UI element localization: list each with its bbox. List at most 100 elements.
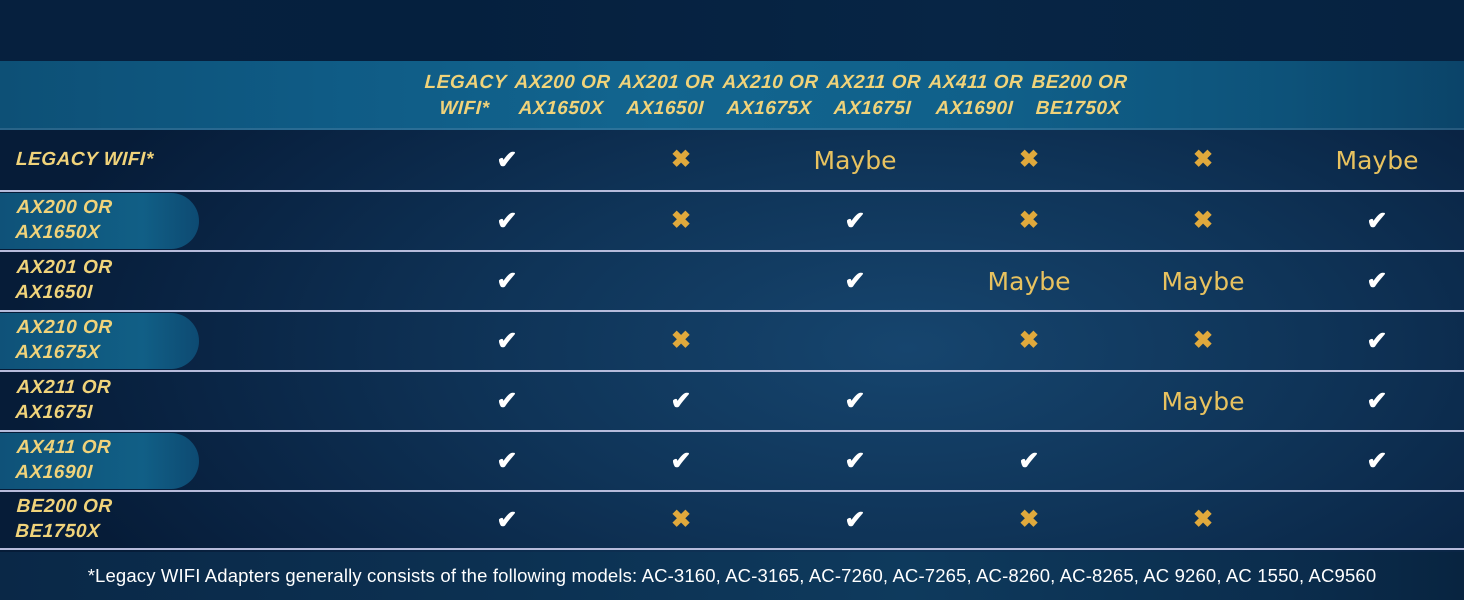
- row-header-cell: BE200 OR BE1750X: [0, 492, 420, 548]
- matrix-cell: Maybe: [1116, 252, 1290, 310]
- matrix-cell: ✖: [1116, 130, 1290, 190]
- matrix-cell: ✔: [768, 372, 942, 430]
- footnote-text: *Legacy WIFI Adapters generally consists…: [87, 565, 1377, 586]
- matrix-cell: ✔: [594, 432, 768, 490]
- table-row: BE200 OR BE1750X ✔ ✖ ✔ ✖ ✖: [0, 490, 1464, 550]
- check-icon: ✔: [496, 505, 518, 534]
- table-row: AX411 OR AX1690I ✔ ✔ ✔ ✔ ✔: [0, 430, 1464, 490]
- matrix-cell: ✔: [1290, 252, 1464, 310]
- matrix-cell: ✖: [594, 192, 768, 250]
- cross-icon: ✖: [1018, 506, 1040, 533]
- matrix-cell: ✔: [420, 312, 594, 370]
- matrix-cell: ✔: [420, 252, 594, 310]
- matrix-cell: ✔: [594, 372, 768, 430]
- matrix-cell: [594, 252, 768, 310]
- check-icon: ✔: [496, 326, 518, 355]
- table-body: LEGACY WIFI* ✔ ✖ Maybe ✖ ✖ Maybe AX200 OR AX165…: [0, 130, 1464, 550]
- table-row: AX200 OR AX1650X ✔ ✖ ✔ ✖ ✖ ✔: [0, 190, 1464, 250]
- row-header-label: AX200 OR AX1650X: [14, 197, 114, 243]
- maybe-label: Maybe: [813, 145, 897, 175]
- matrix-cell: ✔: [1290, 432, 1464, 490]
- check-icon: ✔: [1366, 446, 1388, 475]
- row-header-label: LEGACY WIFI*: [15, 148, 155, 170]
- matrix-cell: ✔: [420, 130, 594, 190]
- check-icon: ✔: [1018, 446, 1040, 475]
- check-icon: ✔: [844, 266, 866, 295]
- check-icon: ✔: [1366, 326, 1388, 355]
- matrix-cell: [1116, 432, 1290, 490]
- row-header-cell: AX411 OR AX1690I: [0, 432, 420, 490]
- matrix-cell: [768, 312, 942, 370]
- matrix-cell: ✔: [420, 432, 594, 490]
- matrix-cell: ✔: [1290, 312, 1464, 370]
- column-header: AX200 OR AX1650X: [514, 72, 612, 119]
- check-icon: ✔: [496, 446, 518, 475]
- check-icon: ✔: [496, 145, 518, 174]
- column-header: AX211 OR AX1675I: [825, 72, 922, 119]
- column-header: AX201 OR AX1650I: [618, 72, 716, 119]
- cross-icon: ✖: [670, 207, 692, 234]
- matrix-cell: ✖: [594, 312, 768, 370]
- row-header-label: AX411 OR AX1690I: [14, 437, 112, 483]
- maybe-label: Maybe: [1161, 386, 1245, 416]
- matrix-cell: ✔: [1290, 192, 1464, 250]
- row-header-cell: LEGACY WIFI*: [0, 130, 420, 190]
- matrix-cell: ✔: [420, 372, 594, 430]
- check-icon: ✔: [496, 206, 518, 235]
- cross-icon: ✖: [1018, 327, 1040, 354]
- matrix-cell: Maybe: [1116, 372, 1290, 430]
- matrix-cell: Maybe: [768, 130, 942, 190]
- maybe-label: Maybe: [1161, 266, 1245, 296]
- matrix-cell: ✔: [768, 432, 942, 490]
- row-header-label: AX210 OR AX1675X: [14, 317, 114, 363]
- table-corner-cell: [0, 61, 422, 130]
- row-header-cell: AX200 OR AX1650X: [0, 192, 420, 250]
- column-header: AX210 OR AX1675X: [722, 72, 820, 119]
- table-row: AX211 OR AX1675I ✔ ✔ ✔ Maybe ✔: [0, 370, 1464, 430]
- matrix-cell: ✖: [1116, 192, 1290, 250]
- cross-icon: ✖: [670, 327, 692, 354]
- check-icon: ✔: [844, 206, 866, 235]
- table-header-row: LEGACY WIFI* AX200 OR AX1650X AX201 OR AX1…: [0, 61, 1464, 130]
- row-header-cell: AX210 OR AX1675X: [0, 312, 420, 370]
- matrix-cell: ✖: [594, 492, 768, 548]
- matrix-cell: ✔: [768, 252, 942, 310]
- matrix-cell: [1290, 492, 1464, 548]
- column-header: LEGACY WIFI*: [424, 72, 508, 119]
- top-band: [0, 0, 1464, 61]
- cross-icon: ✖: [1192, 146, 1214, 173]
- cross-icon: ✖: [1192, 506, 1214, 533]
- table-row: AX201 OR AX1650I ✔ ✔ Maybe Maybe ✔: [0, 250, 1464, 310]
- row-header-label: BE200 OR BE1750X: [14, 496, 114, 542]
- check-icon: ✔: [1366, 386, 1388, 415]
- matrix-cell: ✖: [942, 130, 1116, 190]
- matrix-cell: [942, 372, 1116, 430]
- column-header: BE200 OR BE1750X: [1030, 72, 1128, 119]
- check-icon: ✔: [844, 386, 866, 415]
- maybe-label: Maybe: [1335, 145, 1419, 175]
- check-icon: ✔: [670, 386, 692, 415]
- matrix-cell: ✔: [420, 492, 594, 548]
- cross-icon: ✖: [1018, 146, 1040, 173]
- cross-icon: ✖: [1018, 207, 1040, 234]
- table-row: LEGACY WIFI* ✔ ✖ Maybe ✖ ✖ Maybe: [0, 130, 1464, 190]
- matrix-cell: ✔: [768, 492, 942, 548]
- matrix-cell: ✖: [942, 492, 1116, 548]
- column-header: AX411 OR AX1690I: [928, 72, 1024, 119]
- check-icon: ✔: [1366, 266, 1388, 295]
- matrix-cell: ✖: [942, 312, 1116, 370]
- maybe-label: Maybe: [987, 266, 1071, 296]
- row-header-cell: AX211 OR AX1675I: [0, 372, 420, 430]
- matrix-cell: ✔: [768, 192, 942, 250]
- cross-icon: ✖: [670, 506, 692, 533]
- matrix-cell: Maybe: [1290, 130, 1464, 190]
- table-row: AX210 OR AX1675X ✔ ✖ ✖ ✖ ✔: [0, 310, 1464, 370]
- row-header-label: AX211 OR AX1675I: [14, 377, 112, 423]
- matrix-cell: ✔: [942, 432, 1116, 490]
- row-header-cell: AX201 OR AX1650I: [0, 252, 420, 310]
- matrix-cell: ✖: [594, 130, 768, 190]
- cross-icon: ✖: [1192, 327, 1214, 354]
- matrix-cell: ✖: [1116, 312, 1290, 370]
- matrix-cell: ✖: [942, 192, 1116, 250]
- check-icon: ✔: [844, 505, 866, 534]
